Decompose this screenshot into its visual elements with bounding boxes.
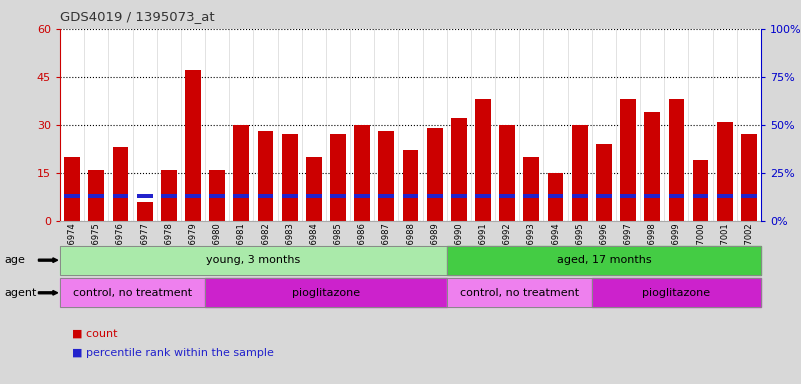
Bar <box>548 194 563 199</box>
Bar <box>185 194 201 199</box>
Bar <box>282 134 297 221</box>
Bar <box>403 151 418 221</box>
Bar <box>354 125 370 221</box>
Text: age: age <box>4 255 25 265</box>
Bar <box>620 99 636 221</box>
Bar <box>330 134 346 221</box>
Bar <box>548 173 563 221</box>
Bar <box>572 194 588 199</box>
Bar <box>717 194 733 199</box>
Bar <box>475 194 491 199</box>
Text: control, no treatment: control, no treatment <box>460 288 579 298</box>
Bar <box>741 134 757 221</box>
Text: ■ count: ■ count <box>72 329 118 339</box>
Bar <box>524 194 539 199</box>
Bar <box>137 202 152 221</box>
Bar <box>379 194 394 199</box>
Bar <box>113 147 128 221</box>
Bar <box>693 194 708 199</box>
Bar <box>620 194 636 199</box>
Bar <box>64 194 80 199</box>
Bar <box>258 131 273 221</box>
Bar <box>282 194 297 199</box>
Bar <box>209 170 225 221</box>
Bar <box>596 194 612 199</box>
Bar <box>669 99 684 221</box>
Bar <box>717 122 733 221</box>
Bar <box>741 194 757 199</box>
Text: GDS4019 / 1395073_at: GDS4019 / 1395073_at <box>60 10 215 23</box>
Bar <box>233 125 249 221</box>
Bar <box>669 194 684 199</box>
Bar <box>209 194 225 199</box>
Bar <box>644 194 660 199</box>
Bar <box>233 194 249 199</box>
Bar <box>330 194 346 199</box>
Text: ■ percentile rank within the sample: ■ percentile rank within the sample <box>72 348 274 358</box>
Bar <box>113 194 128 199</box>
Bar <box>451 194 467 199</box>
Text: young, 3 months: young, 3 months <box>207 255 300 265</box>
Bar <box>354 194 370 199</box>
Text: control, no treatment: control, no treatment <box>73 288 192 298</box>
Bar <box>693 160 708 221</box>
Bar <box>499 194 515 199</box>
Bar <box>161 170 177 221</box>
Text: pioglitazone: pioglitazone <box>292 288 360 298</box>
Text: pioglitazone: pioglitazone <box>642 288 710 298</box>
Bar <box>644 112 660 221</box>
Bar <box>524 157 539 221</box>
Bar <box>161 194 177 199</box>
Text: agent: agent <box>4 288 36 298</box>
Bar <box>451 118 467 221</box>
Bar <box>88 194 104 199</box>
Bar <box>185 70 201 221</box>
Bar <box>306 157 322 221</box>
Bar <box>427 194 442 199</box>
Bar <box>403 194 418 199</box>
Text: aged, 17 months: aged, 17 months <box>557 255 651 265</box>
Bar <box>88 170 104 221</box>
Bar <box>427 128 442 221</box>
Bar <box>306 194 322 199</box>
Bar <box>379 131 394 221</box>
Bar <box>137 194 152 199</box>
Bar <box>572 125 588 221</box>
Bar <box>596 144 612 221</box>
Bar <box>475 99 491 221</box>
Bar <box>258 194 273 199</box>
Bar <box>64 157 80 221</box>
Bar <box>499 125 515 221</box>
